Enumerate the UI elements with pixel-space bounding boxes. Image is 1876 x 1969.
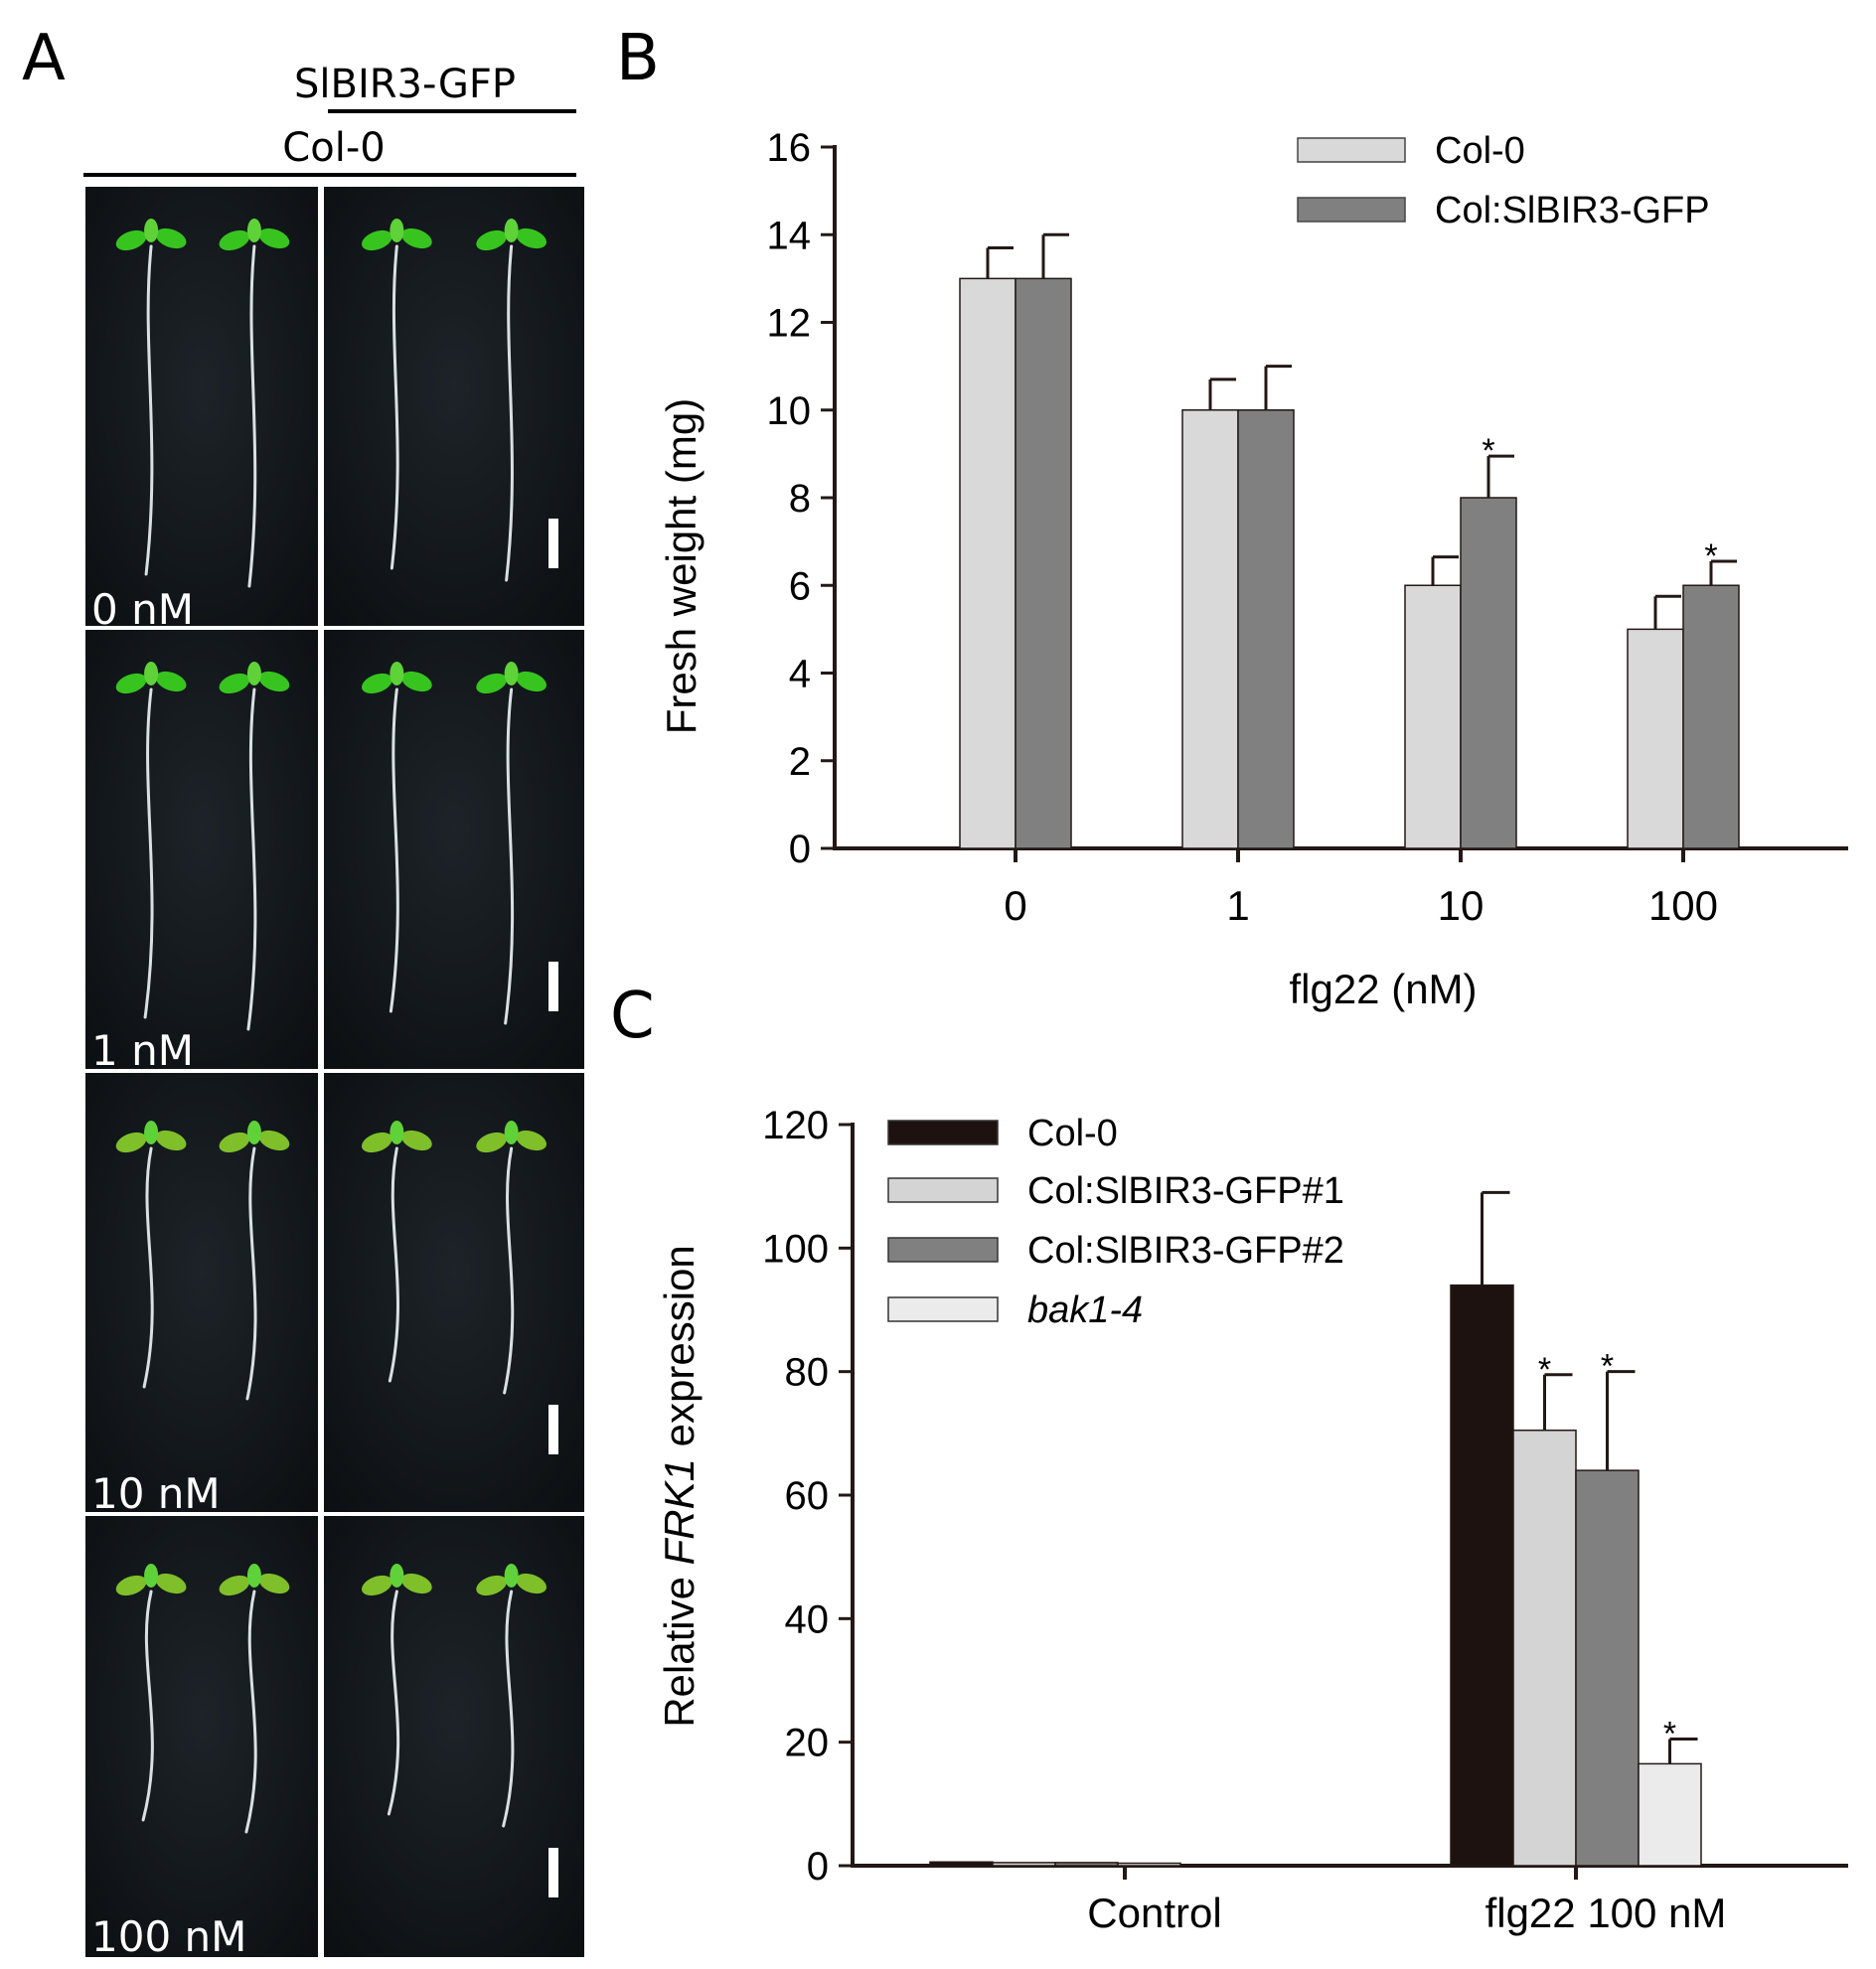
- c-legend-swatch-gfp2: [887, 1237, 999, 1263]
- b-legend-label-col-0: Col-0: [1435, 130, 1525, 172]
- seedling-photo-grid: [85, 187, 584, 1957]
- b-x-tick-label: 0: [1004, 882, 1026, 929]
- scale-bar: [548, 1405, 558, 1454]
- c-y-tick-label: 20: [785, 1722, 830, 1765]
- seedling-tile-r2-c1: [85, 630, 320, 1071]
- b-bar: [1682, 584, 1740, 849]
- c-y-axis-label: Relative FRK1 expression: [656, 1245, 703, 1728]
- c-y-tick-label: 120: [762, 1104, 829, 1147]
- c-bar: [1117, 1862, 1181, 1867]
- b-plot-area: 0 2 4 6 8 10 12 14 16 0 1 10 * 100 *: [767, 126, 1848, 929]
- c-legend-label-bak1-4: bak1-4: [1027, 1289, 1143, 1331]
- c-y-tick-label: 60: [785, 1474, 830, 1518]
- c-significance-star: *: [1663, 1716, 1676, 1753]
- b-bar: [1237, 409, 1295, 849]
- row-label-100nm: 100 nM: [91, 1912, 246, 1961]
- c-bar: [1638, 1762, 1702, 1867]
- b-y-tick-label: 12: [767, 302, 812, 346]
- c-x-tick-label: flg22 100 nM: [1485, 1890, 1727, 1936]
- c-y-label-prefix: Relative: [656, 1565, 703, 1727]
- b-significance-star: *: [1704, 537, 1717, 575]
- b-bar: [1627, 628, 1684, 849]
- b-legend-swatch-col-0: [1297, 137, 1406, 163]
- b-y-tick-label: 8: [789, 477, 811, 521]
- b-x-tick-label: 10: [1438, 882, 1485, 929]
- c-bar: [992, 1862, 1056, 1867]
- scale-bar: [548, 962, 558, 1011]
- c-y-label-suffix: expression: [656, 1245, 703, 1458]
- b-bar: [1181, 409, 1239, 849]
- seedling-tile-r3-c1: [85, 1073, 320, 1514]
- b-y-tick-label: 10: [767, 389, 812, 433]
- seedling-tile-r4-c1: [85, 1516, 320, 1957]
- panel-b: B Fresh weight (mg) flg22 (nM) 024681012…: [616, 22, 1848, 1012]
- c-y-label-gene: FRK1: [656, 1458, 703, 1565]
- header-slbir3-gfp: SlBIR3-GFP: [294, 62, 516, 107]
- panel-a: A SlBIR3-GFP Col-0 0 nM 1 nM 10 nM 100 n…: [22, 22, 584, 1961]
- c-legend-swatch-bak1-4: [887, 1296, 999, 1322]
- c-significance-star: *: [1601, 1348, 1614, 1386]
- c-bar: [1450, 1284, 1514, 1867]
- b-x-axis-label: flg22 (nM): [1289, 966, 1477, 1012]
- panel-b-letter: B: [616, 22, 660, 95]
- c-legend-label-gfp2: Col:SlBIR3-GFP#2: [1027, 1230, 1344, 1272]
- b-bar: [1404, 584, 1462, 849]
- c-legend-label-col-0: Col-0: [1027, 1113, 1118, 1154]
- b-y-tick-label: 6: [789, 564, 811, 608]
- panel-a-letter: A: [22, 22, 66, 95]
- row-label-1nm: 1 nM: [91, 1026, 194, 1075]
- c-bar: [1512, 1429, 1577, 1867]
- panel-c-letter: C: [610, 980, 655, 1053]
- c-y-tick-label: 80: [785, 1351, 830, 1395]
- c-bar: [1054, 1862, 1119, 1867]
- b-bar: [1015, 277, 1072, 849]
- c-x-tick-label: Control: [1087, 1890, 1221, 1936]
- seedling-tile-r1-c1: [85, 187, 320, 628]
- seedling-tile-r2-c2: [324, 630, 584, 1071]
- c-bar: [1575, 1469, 1640, 1867]
- row-label-10nm: 10 nM: [91, 1469, 221, 1518]
- b-x-tick-label: 100: [1648, 882, 1718, 929]
- b-bar: [959, 277, 1016, 849]
- b-y-tick-label: 0: [789, 828, 811, 871]
- c-significance-star: *: [1538, 1351, 1551, 1389]
- scale-bar: [548, 519, 558, 568]
- seedling-tile-r4-c2: [324, 1516, 584, 1957]
- header-col-0: Col-0: [282, 125, 385, 171]
- b-x-tick-label: 1: [1226, 882, 1249, 929]
- panel-c: C Relative FRK1 expression 0 20 40 60 80 100 1…: [610, 980, 1848, 1936]
- b-bar: [1460, 497, 1517, 849]
- c-y-tick-label: 0: [807, 1845, 829, 1889]
- c-y-tick-label: 40: [785, 1597, 830, 1641]
- c-plot-area: 0 20 40 60 80 100 120 Control flg22 100 nM * * *: [762, 1104, 1848, 1936]
- c-legend-swatch-col-0: [887, 1120, 999, 1145]
- b-y-tick-label: 4: [789, 653, 811, 696]
- seedling-tile-r3-c2: [324, 1073, 584, 1514]
- c-y-tick-label: 100: [762, 1227, 829, 1271]
- b-y-axis-label: Fresh weight (mg): [658, 398, 704, 734]
- row-label-0nm: 0 nM: [91, 585, 194, 634]
- b-y-tick-label: 16: [767, 126, 812, 170]
- c-legend-swatch-gfp1: [887, 1177, 999, 1203]
- b-y-tick-label: 14: [767, 214, 812, 257]
- b-y-tick-label: 2: [789, 740, 811, 784]
- seedling-tile-r1-c2: [324, 187, 584, 628]
- scale-bar: [548, 1848, 558, 1897]
- c-legend-label-gfp1: Col:SlBIR3-GFP#1: [1027, 1170, 1344, 1212]
- b-legend-label-slbir3: Col:SlBIR3-GFP: [1435, 190, 1710, 231]
- b-significance-star: *: [1482, 432, 1494, 470]
- b-legend-swatch-slbir3: [1297, 197, 1406, 223]
- c-bar: [929, 1861, 994, 1867]
